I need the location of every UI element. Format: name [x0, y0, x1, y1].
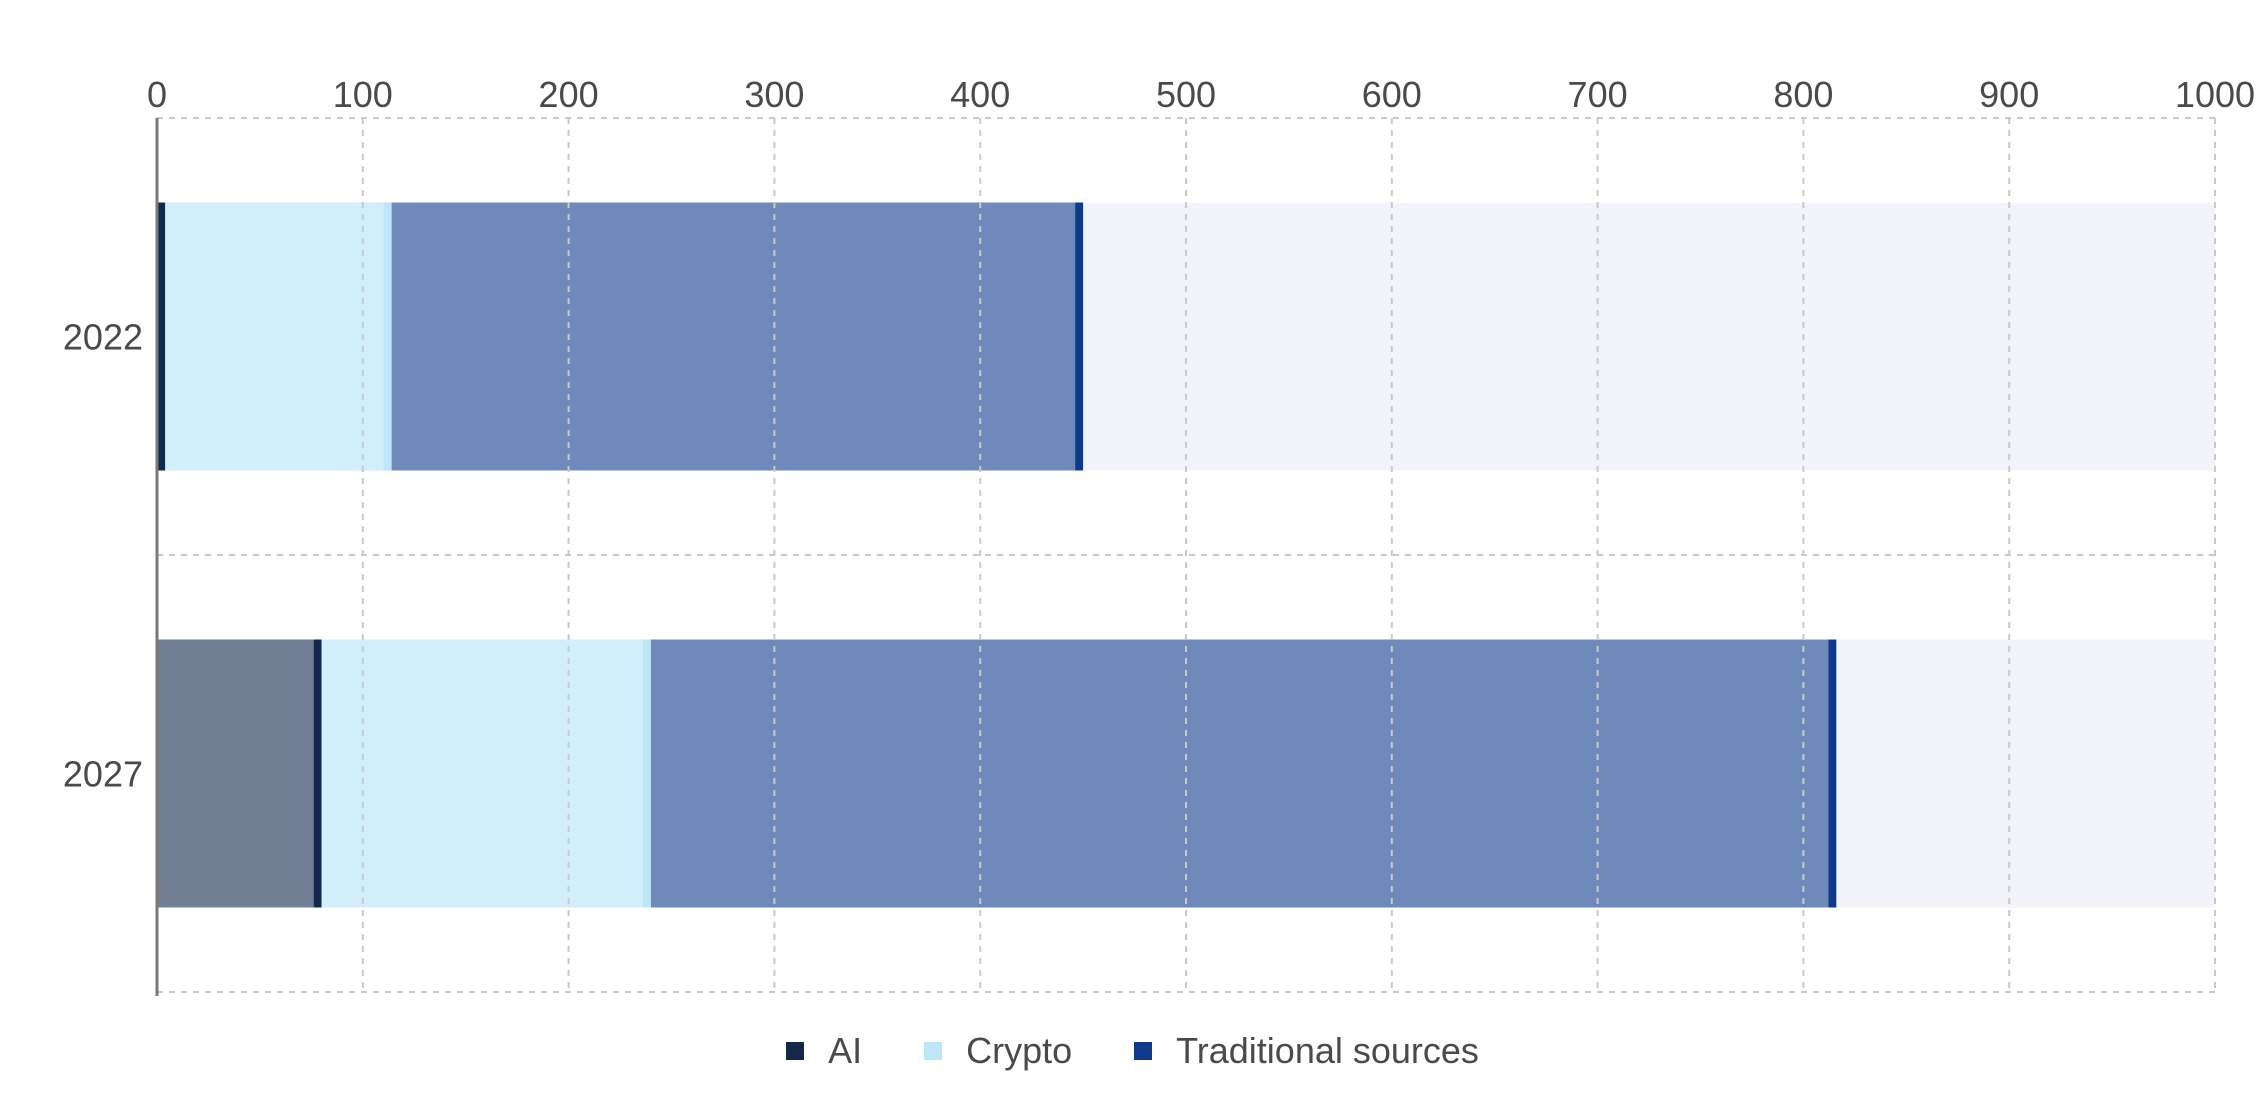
bar-ai-2027 — [157, 639, 314, 908]
legend-swatch — [924, 1042, 943, 1060]
legend: AI Crypto Traditional sources — [0, 1030, 2265, 1072]
bar-crypto-2027 — [321, 639, 643, 908]
legend-item: Crypto — [924, 1030, 1072, 1072]
bar-edge-traditional-sources-2027 — [1828, 639, 1837, 908]
bar-traditional-sources-2022 — [391, 202, 1076, 471]
x-tick-label: 900 — [1979, 74, 2039, 115]
bar-edge-ai-2022 — [157, 202, 166, 471]
x-tick-label: 200 — [539, 74, 599, 115]
bar-traditional-sources-2027 — [650, 639, 1829, 908]
x-tick-label: 600 — [1362, 74, 1422, 115]
legend-swatch — [786, 1042, 805, 1060]
bar-edge-crypto-2027 — [642, 639, 651, 908]
x-tick-label: 0 — [147, 74, 167, 115]
label-layer: 2022 2027 0 100 200 300 400 500 600 700 800 900 1000 — [63, 74, 2255, 795]
grid-layer — [157, 117, 2216, 993]
legend-item: AI — [786, 1030, 862, 1072]
legend-label: AI — [828, 1030, 863, 1071]
x-tick-label: 400 — [950, 74, 1010, 115]
x-tick-label: 500 — [1156, 74, 1216, 115]
legend-label: Crypto — [966, 1030, 1073, 1071]
y-tick-label: 2027 — [63, 754, 143, 795]
x-tick-label: 300 — [744, 74, 804, 115]
legend-swatch — [1134, 1042, 1153, 1060]
x-tick-label: 700 — [1568, 74, 1628, 115]
x-tick-label: 100 — [333, 74, 393, 115]
bar-crypto-2022 — [165, 202, 384, 471]
legend-item: Traditional sources — [1134, 1030, 1479, 1072]
x-tick-label: 800 — [1773, 74, 1833, 115]
bar-edge-ai-2027 — [313, 639, 322, 908]
bar-layer — [157, 202, 1837, 908]
bar-edge-traditional-sources-2022 — [1075, 202, 1084, 471]
legend-label: Traditional sources — [1176, 1030, 1479, 1071]
y-tick-label: 2022 — [63, 317, 143, 358]
x-tick-label: 1000 — [2175, 74, 2255, 115]
bar-edge-crypto-2022 — [383, 202, 392, 471]
